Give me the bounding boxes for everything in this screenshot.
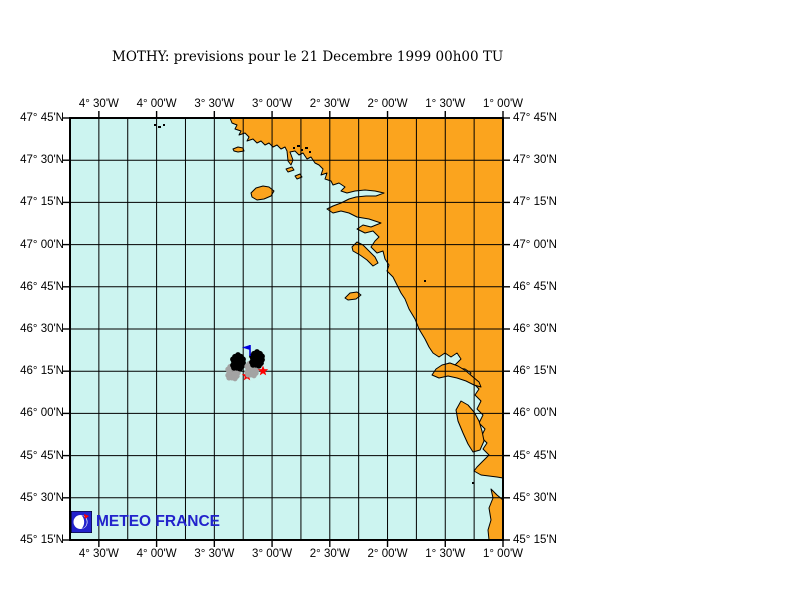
lat-label-left: 47° 00'N (20, 238, 64, 251)
drift-markers (225, 345, 269, 382)
lat-label-left: 46° 15'N (20, 365, 64, 378)
lat-label-right: 45° 45'N (513, 449, 557, 462)
lon-label-top: 1° 30'W (425, 98, 466, 110)
lat-label-right: 47° 15'N (513, 196, 557, 209)
lon-label-bottom: 4° 00'W (136, 548, 177, 560)
lon-label-top: 4° 30'W (78, 98, 119, 110)
island-groix (232, 146, 245, 153)
lat-label-left: 47° 30'N (20, 154, 64, 167)
lat-label-right: 46° 30'N (513, 323, 557, 335)
lon-label-top: 4° 00'W (136, 98, 177, 110)
lon-label-bottom: 1° 30'W (425, 548, 466, 560)
rocks (154, 124, 474, 484)
lat-label-left: 47° 45'N (20, 112, 64, 124)
oil-slick-right-flag-icon (242, 345, 251, 356)
islands (232, 146, 485, 453)
island-yeu (344, 291, 362, 301)
frame-ticks (63, 111, 510, 547)
lon-label-bottom: 2° 30'W (309, 548, 350, 560)
lat-label-right: 47° 00'N (513, 238, 557, 251)
lat-label-left: 45° 45'N (20, 449, 64, 462)
lat-label-right: 47° 45'N (513, 112, 557, 124)
graticule (70, 118, 503, 540)
lat-label-left: 46° 30'N (20, 323, 64, 335)
lat-label-right: 45° 15'N (513, 534, 557, 546)
lon-label-bottom: 4° 30'W (78, 548, 119, 560)
island-re (431, 362, 482, 388)
lon-label-bottom: 1° 00'W (482, 548, 524, 560)
lat-label-left: 45° 15'N (20, 534, 64, 546)
lon-label-bottom: 3° 00'W (252, 548, 293, 560)
island-hoedic (294, 173, 303, 180)
meteo-france-logo-icon (70, 510, 93, 534)
lat-label-right: 46° 00'N (513, 407, 557, 420)
page-title: MOTHY: previsions pour le 21 Decembre 19… (112, 49, 504, 65)
map-area (63, 111, 510, 547)
meteo-france-label: METEO FRANCE (96, 513, 220, 530)
lat-label-left: 45° 30'N (20, 491, 64, 504)
lat-label-right: 47° 30'N (513, 154, 557, 167)
lat-label-left: 47° 15'N (20, 196, 64, 209)
land-mainland (229, 117, 504, 541)
island-houat (285, 166, 295, 173)
oil-slick-left-particles (230, 352, 246, 372)
map-frame (69, 117, 504, 541)
lat-label-right: 46° 45'N (513, 280, 557, 293)
lon-label-top: 3° 00'W (252, 98, 293, 110)
lon-label-top: 2° 00'W (367, 98, 408, 110)
oil-slick-right-reference-star-icon (257, 365, 269, 376)
lon-label-top: 3° 30'W (194, 98, 235, 110)
map (63, 111, 510, 547)
lat-label-right: 46° 15'N (513, 365, 557, 378)
lat-label-left: 46° 00'N (20, 407, 64, 420)
lat-label-right: 45° 30'N (513, 491, 557, 504)
lon-label-bottom: 3° 30'W (194, 548, 235, 560)
lon-label-top: 2° 30'W (309, 98, 350, 110)
lon-label-bottom: 2° 00'W (367, 548, 408, 560)
oil-slick-right-particles (249, 349, 265, 369)
logo-star (84, 514, 89, 519)
lat-label-left: 46° 45'N (20, 280, 64, 293)
lon-label-top: 1° 00'W (482, 98, 524, 110)
